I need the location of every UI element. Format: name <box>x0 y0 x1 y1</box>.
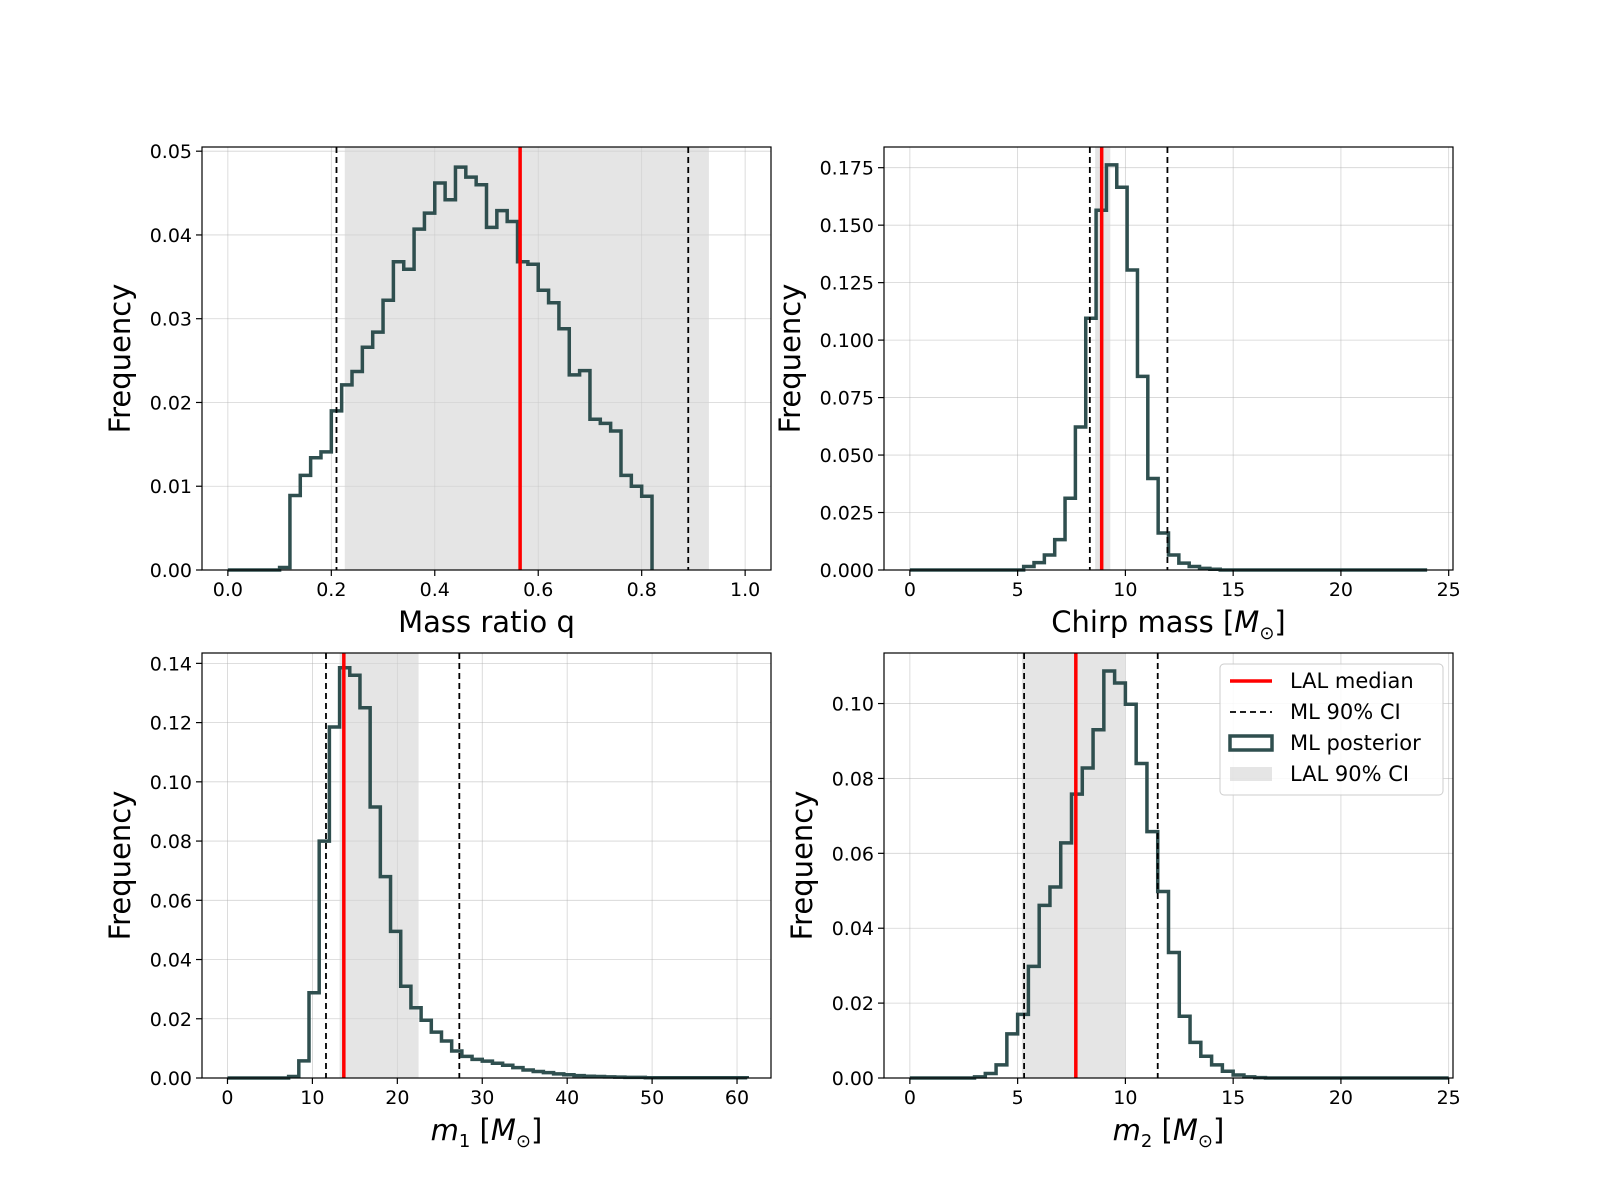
y-tick-label: 0.00 <box>150 560 192 582</box>
x-tick-label: 40 <box>555 1087 579 1109</box>
ml-posterior-histogram <box>909 163 1428 572</box>
legend-band-swatch <box>1230 767 1272 781</box>
y-tick-label: 0.08 <box>150 831 192 853</box>
y-tick-label: 0.01 <box>150 476 192 498</box>
y-tick-label: 0.04 <box>832 918 874 940</box>
legend-box <box>1219 663 1444 796</box>
y-tick-label: 0.075 <box>820 388 874 410</box>
x-tick-label: 0 <box>221 1087 233 1109</box>
axes-frame <box>201 652 772 1079</box>
y-axis-title: Frequency <box>773 284 807 434</box>
y-tick-label: 0.025 <box>820 503 874 525</box>
ml-posterior-histogram <box>227 666 749 1080</box>
legend-item-3: LAL 90% CI <box>1230 762 1409 786</box>
y-tick-label: 0.175 <box>820 158 874 180</box>
x-tick-label: 20 <box>1329 579 1353 601</box>
y-tick-label: 0.04 <box>150 950 192 972</box>
y-tick-label: 0.10 <box>832 694 874 716</box>
x-tick-label: 60 <box>725 1087 749 1109</box>
panel-m1: 0 10 20 30 40 50 60 0.00 0.02 0.04 0.06 0.08 0.10 0.1… <box>103 652 772 1152</box>
y-tick-label: 0.05 <box>150 141 192 163</box>
y-axis-title: Frequency <box>103 284 137 434</box>
y-tick-label: 0.03 <box>150 309 192 331</box>
legend-posterior-swatch <box>1228 734 1274 752</box>
axes-frame <box>883 146 1454 571</box>
y-tick-label: 0.04 <box>150 225 192 247</box>
y-tick-label: 0.050 <box>820 445 874 467</box>
legend-label: LAL 90% CI <box>1290 762 1409 786</box>
x-axis-title: Chirp mass [M⊙] <box>1051 605 1285 644</box>
y-tick-label: 0.02 <box>150 1009 192 1031</box>
legend-label: LAL median <box>1290 669 1414 693</box>
x-tick-label: 10 <box>1113 1087 1137 1109</box>
histogram-panels: 0.0 0.2 0.4 0.6 0.8 1.0 0.00 0.01 0.02 0.03 0.04 0.… <box>103 141 1461 1152</box>
legend-label: ML 90% CI <box>1290 700 1401 724</box>
x-tick-label: 0 <box>904 1087 916 1109</box>
ml-posterior-histogram <box>227 165 654 572</box>
legend: LAL median ML 90% CI ML posterior LAL 90% C… <box>1219 663 1444 796</box>
legend-item-1: ML 90% CI <box>1230 700 1401 724</box>
x-tick-label: 20 <box>385 1087 409 1109</box>
axes-frame <box>201 146 772 571</box>
x-tick-label: 30 <box>470 1087 494 1109</box>
x-tick-label: 15 <box>1221 1087 1245 1109</box>
lal-ci-band <box>1021 653 1126 1078</box>
x-tick-label: 5 <box>1012 579 1024 601</box>
lal-ci-band <box>344 147 709 570</box>
x-tick-label: 5 <box>1012 1087 1024 1109</box>
y-tick-label: 0.02 <box>832 993 874 1015</box>
panel-chirp: 0 5 10 15 20 25 0.000 0.025 0.050 0.075 0.100 0.125… <box>773 146 1461 644</box>
y-tick-label: 0.00 <box>150 1068 192 1090</box>
y-tick-label: 0.000 <box>820 560 874 582</box>
x-tick-label: 0.8 <box>627 579 657 601</box>
x-axis-title: Mass ratio q <box>398 605 575 639</box>
x-axis-title: m2 [M⊙] <box>1113 1113 1225 1152</box>
y-tick-label: 0.02 <box>150 392 192 414</box>
y-axis-title: Frequency <box>103 791 137 941</box>
y-axis-title: Frequency <box>785 791 819 941</box>
x-tick-label: 10 <box>1113 579 1137 601</box>
x-tick-label: 0.6 <box>523 579 553 601</box>
legend-item-2: ML posterior <box>1228 731 1421 755</box>
x-tick-label: 0.2 <box>316 579 346 601</box>
x-tick-label: 15 <box>1221 579 1245 601</box>
y-tick-label: 0.06 <box>150 890 192 912</box>
x-tick-label: 10 <box>300 1087 324 1109</box>
x-tick-label: 20 <box>1329 1087 1353 1109</box>
panel-m2: 0 5 10 15 20 25 0.00 0.02 0.04 0.06 0.08 0.10 Freque… <box>785 652 1461 1152</box>
x-tick-label: 25 <box>1437 579 1461 601</box>
panel-q: 0.0 0.2 0.4 0.6 0.8 1.0 0.00 0.01 0.02 0.03 0.04 0.… <box>103 141 772 639</box>
y-tick-label: 0.06 <box>832 843 874 865</box>
y-tick-label: 0.08 <box>832 768 874 790</box>
y-tick-label: 0.12 <box>150 713 192 735</box>
legend-label: ML posterior <box>1290 731 1421 755</box>
y-tick-label: 0.10 <box>150 772 192 794</box>
x-tick-label: 50 <box>640 1087 664 1109</box>
y-tick-label: 0.100 <box>820 330 874 352</box>
x-tick-label: 0.4 <box>420 579 450 601</box>
axes-frame <box>883 652 1454 1079</box>
y-tick-label: 0.150 <box>820 215 874 237</box>
y-tick-label: 0.00 <box>832 1068 874 1090</box>
x-tick-label: 1.0 <box>730 579 760 601</box>
legend-item-0: LAL median <box>1230 669 1414 693</box>
x-axis-title: m1 [M⊙] <box>431 1113 543 1152</box>
y-tick-label: 0.14 <box>150 653 192 675</box>
y-tick-label: 0.125 <box>820 273 874 295</box>
x-tick-label: 25 <box>1437 1087 1461 1109</box>
x-tick-label: 0.0 <box>213 579 243 601</box>
x-tick-label: 0 <box>904 579 916 601</box>
